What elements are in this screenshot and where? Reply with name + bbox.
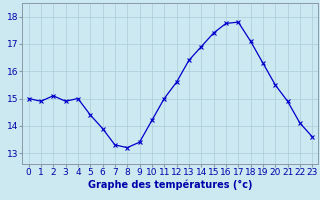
X-axis label: Graphe des températures (°c): Graphe des températures (°c)	[88, 180, 253, 190]
